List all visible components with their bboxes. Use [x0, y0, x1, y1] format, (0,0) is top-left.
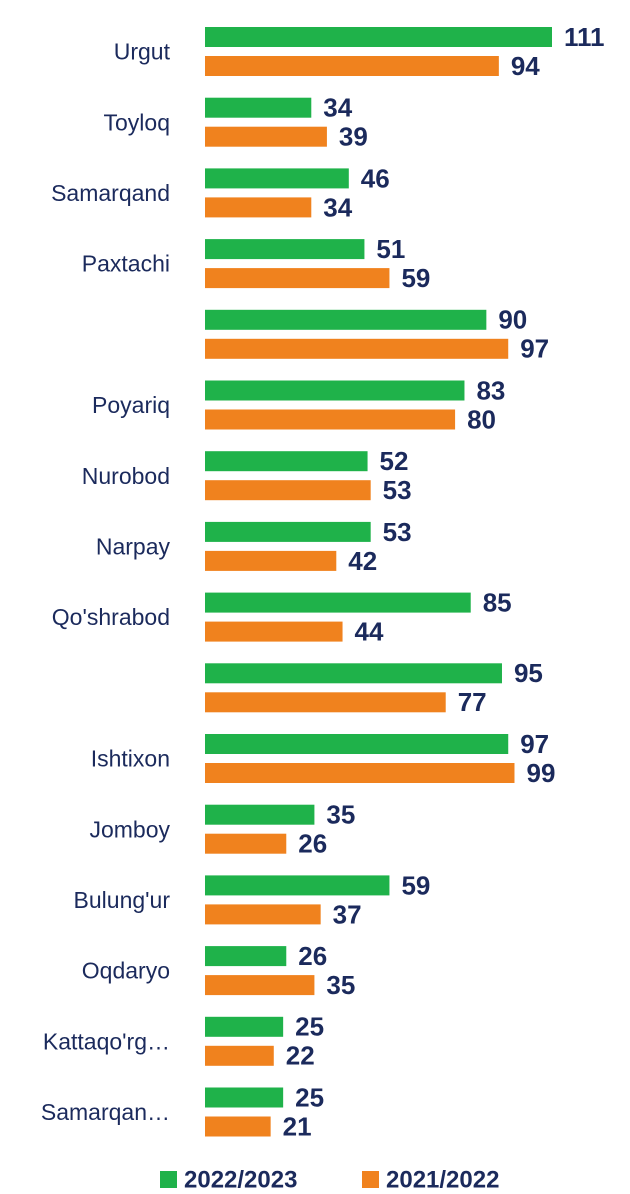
bar — [205, 804, 315, 825]
bar — [205, 1087, 284, 1108]
legend-swatch — [362, 1171, 379, 1188]
bar — [205, 268, 390, 289]
value-label: 97 — [520, 334, 549, 364]
bar — [205, 380, 465, 401]
bar — [205, 521, 371, 542]
value-label: 35 — [326, 970, 355, 1000]
bar — [205, 734, 509, 754]
value-label: 37 — [333, 899, 362, 929]
bar — [205, 946, 287, 967]
bar — [205, 126, 327, 147]
value-label: 97 — [520, 729, 549, 759]
category-label: Nurobod — [82, 463, 170, 489]
value-label: 80 — [467, 404, 496, 434]
bar — [205, 27, 552, 47]
bar — [205, 56, 499, 76]
value-label: 44 — [355, 616, 384, 646]
bar — [205, 409, 456, 430]
category-label: Urgut — [114, 39, 171, 65]
value-label: 53 — [383, 475, 412, 505]
category-label: Ishtixon — [91, 746, 170, 772]
bar — [205, 338, 509, 359]
bar — [205, 904, 321, 925]
category-label: Samarqand — [51, 180, 170, 206]
value-label: 51 — [376, 234, 405, 264]
value-label: 52 — [380, 446, 409, 476]
value-label: 90 — [498, 305, 527, 335]
value-label: 59 — [401, 263, 430, 293]
value-label: 99 — [526, 758, 555, 788]
legend-label: 2022/2023 — [184, 1166, 297, 1193]
category-label: Samarqan… — [41, 1099, 170, 1125]
value-label: 77 — [458, 687, 487, 717]
value-label: 21 — [283, 1111, 312, 1141]
bar — [205, 1045, 274, 1066]
category-label: Kattaqo'rg… — [43, 1028, 170, 1054]
value-label: 34 — [323, 93, 352, 123]
value-label: 35 — [326, 800, 355, 830]
value-label: 83 — [476, 375, 505, 405]
bar — [205, 480, 371, 501]
category-label: Bulung'ur — [74, 887, 171, 913]
value-label: 26 — [298, 829, 327, 859]
category-label: Jomboy — [89, 816, 170, 842]
category-label: Paxtachi — [82, 251, 170, 277]
category-label: Oqdaryo — [82, 958, 170, 984]
value-label: 53 — [383, 517, 412, 547]
bar — [205, 975, 315, 996]
value-label: 22 — [286, 1041, 315, 1071]
bar — [205, 197, 312, 218]
bar — [205, 550, 337, 571]
bar — [205, 168, 349, 189]
bar — [205, 451, 368, 472]
value-label: 94 — [511, 51, 540, 81]
bar — [205, 621, 343, 642]
bar — [205, 97, 312, 118]
value-label: 25 — [295, 1082, 324, 1112]
bar — [205, 763, 515, 783]
category-label: Narpay — [96, 533, 171, 559]
bar — [205, 239, 365, 260]
bar — [205, 309, 487, 330]
value-label: 26 — [298, 941, 327, 971]
bar — [205, 875, 390, 896]
legend-swatch — [160, 1171, 177, 1188]
category-label: Toyloq — [104, 109, 170, 135]
bar — [205, 833, 287, 854]
value-label: 39 — [339, 122, 368, 152]
bar — [205, 1116, 271, 1137]
value-label: 59 — [401, 870, 430, 900]
value-label: 85 — [483, 587, 512, 617]
legend-label: 2021/2022 — [386, 1166, 499, 1193]
bar — [205, 1016, 284, 1037]
value-label: 95 — [514, 658, 543, 688]
bar — [205, 663, 502, 684]
bar — [205, 592, 471, 613]
value-label: 34 — [323, 192, 352, 222]
value-label: 25 — [295, 1012, 324, 1042]
category-label: Qo'shrabod — [52, 604, 170, 630]
value-label: 46 — [361, 163, 390, 193]
value-label: 42 — [348, 546, 377, 576]
value-label: 111 — [564, 22, 605, 52]
bar — [205, 692, 446, 713]
category-label: Poyariq — [92, 392, 170, 418]
